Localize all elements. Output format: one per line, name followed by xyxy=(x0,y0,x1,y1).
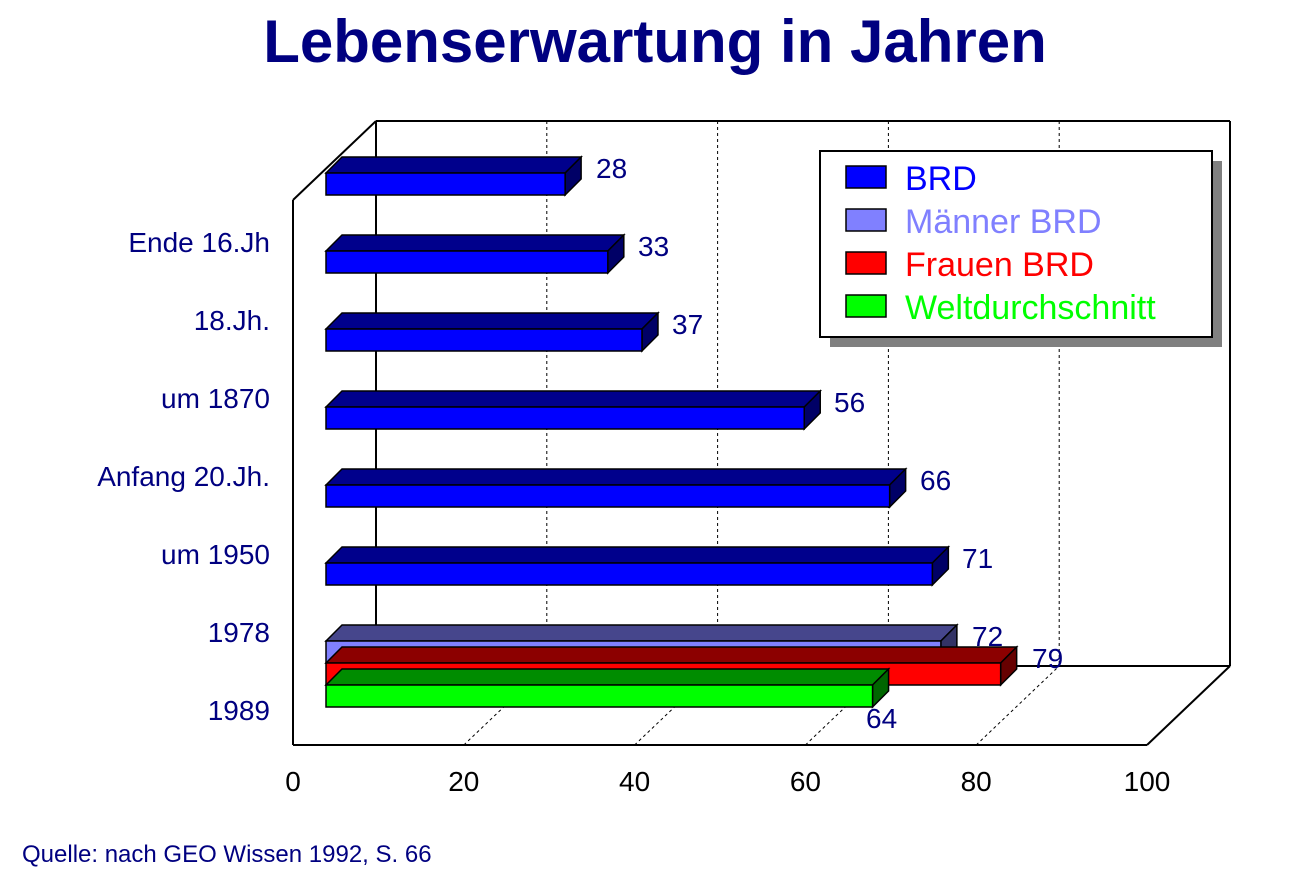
legend-label: Männer BRD xyxy=(905,203,1102,241)
bar-value-label: 66 xyxy=(920,465,951,496)
category-label: um 1870 xyxy=(161,383,270,414)
legend-swatch xyxy=(845,165,887,189)
bar-top-face xyxy=(324,468,908,486)
x-tick-label: 20 xyxy=(448,766,479,797)
gridline-floor xyxy=(805,665,889,746)
bar-value-label: 64 xyxy=(866,703,897,734)
x-axis-ticks: 0 20 40 60 80 100 xyxy=(285,766,1170,797)
bar-top-face xyxy=(324,156,583,174)
x-tick-label: 100 xyxy=(1124,766,1171,797)
bar xyxy=(325,172,566,196)
gridline-floor xyxy=(463,665,548,746)
bar xyxy=(325,484,891,508)
top-depth-edge xyxy=(292,120,377,201)
category-label: Anfang 20.Jh. xyxy=(97,461,270,492)
gridline-floor xyxy=(975,665,1060,746)
category-label: 1978 xyxy=(208,617,270,648)
category-label: Ende 16.Jh xyxy=(128,227,270,258)
source-note: Quelle: nach GEO Wissen 1992, S. 66 xyxy=(22,841,432,868)
category-label: 1989 xyxy=(208,695,270,726)
x-tick-label: 0 xyxy=(285,766,301,797)
data-labels: 28 33 37 56 66 71 72 79 64 xyxy=(596,153,1063,734)
legend-label: Frauen BRD xyxy=(905,246,1094,284)
legend: BRD Männer BRD Frauen BRD Weltdurchschnitt xyxy=(819,150,1222,347)
category-labels: Ende 16.Jh 18.Jh. um 1870 Anfang 20.Jh. um 1… xyxy=(97,227,270,726)
bar-value-label: 71 xyxy=(962,543,993,574)
chart-title: Lebenserwartung in Jahren xyxy=(263,8,1047,75)
bar-value-label: 79 xyxy=(1032,643,1063,674)
bar-value-label: 33 xyxy=(638,231,669,262)
bar xyxy=(325,684,874,708)
bar-top-face xyxy=(324,546,951,564)
legend-label: Weltdurchschnitt xyxy=(905,289,1156,327)
x-tick-label: 40 xyxy=(619,766,650,797)
x-tick-label: 80 xyxy=(961,766,992,797)
bar-top-face xyxy=(324,390,823,408)
legend-swatch xyxy=(845,208,887,232)
bar-value-label: 72 xyxy=(972,621,1003,652)
bar-value-label: 56 xyxy=(834,387,865,418)
bar-top-face xyxy=(324,312,660,330)
bar-top-face xyxy=(324,624,959,642)
bar xyxy=(325,562,934,586)
gridline-floor xyxy=(634,665,718,746)
bar xyxy=(325,406,805,430)
chart-bars xyxy=(324,155,1019,709)
legend-swatch xyxy=(845,294,887,318)
legend-swatch xyxy=(845,251,887,275)
category-label: um 1950 xyxy=(161,539,270,570)
bar-top-face xyxy=(324,668,891,686)
category-label: 18.Jh. xyxy=(194,305,270,336)
bar-value-label: 28 xyxy=(596,153,627,184)
x-tick-label: 60 xyxy=(790,766,821,797)
right-floor-edge xyxy=(1146,665,1231,746)
bar-top-face xyxy=(324,234,626,252)
legend-label: BRD xyxy=(905,160,977,198)
bar xyxy=(325,328,643,352)
bar-top-face xyxy=(324,646,1019,664)
bar-value-label: 37 xyxy=(672,309,703,340)
bar xyxy=(325,250,609,274)
